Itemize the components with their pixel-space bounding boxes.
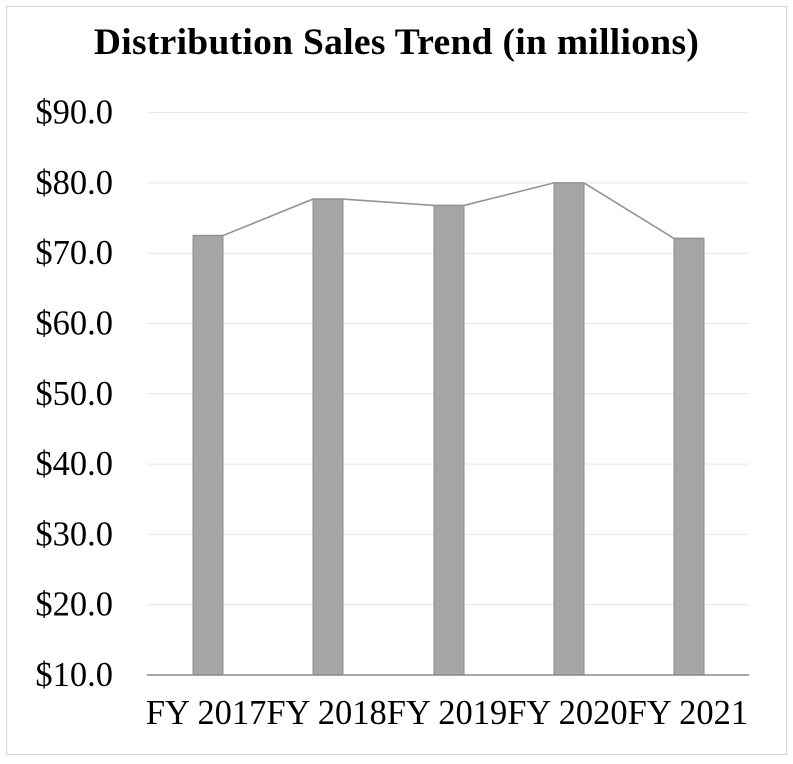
svg-text:$10.0: $10.0 <box>35 656 113 694</box>
svg-text:FY 2017FY 2018FY 2019FY 2020FY: FY 2017FY 2018FY 2019FY 2020FY 2021 <box>146 694 748 732</box>
svg-text:$70.0: $70.0 <box>35 234 113 272</box>
svg-text:$30.0: $30.0 <box>35 515 113 553</box>
svg-text:$80.0: $80.0 <box>35 164 113 202</box>
svg-text:$90.0: $90.0 <box>35 94 113 132</box>
svg-text:$20.0: $20.0 <box>35 586 113 624</box>
svg-text:$50.0: $50.0 <box>35 375 113 413</box>
svg-text:$40.0: $40.0 <box>35 445 113 483</box>
svg-text:$60.0: $60.0 <box>35 305 113 343</box>
